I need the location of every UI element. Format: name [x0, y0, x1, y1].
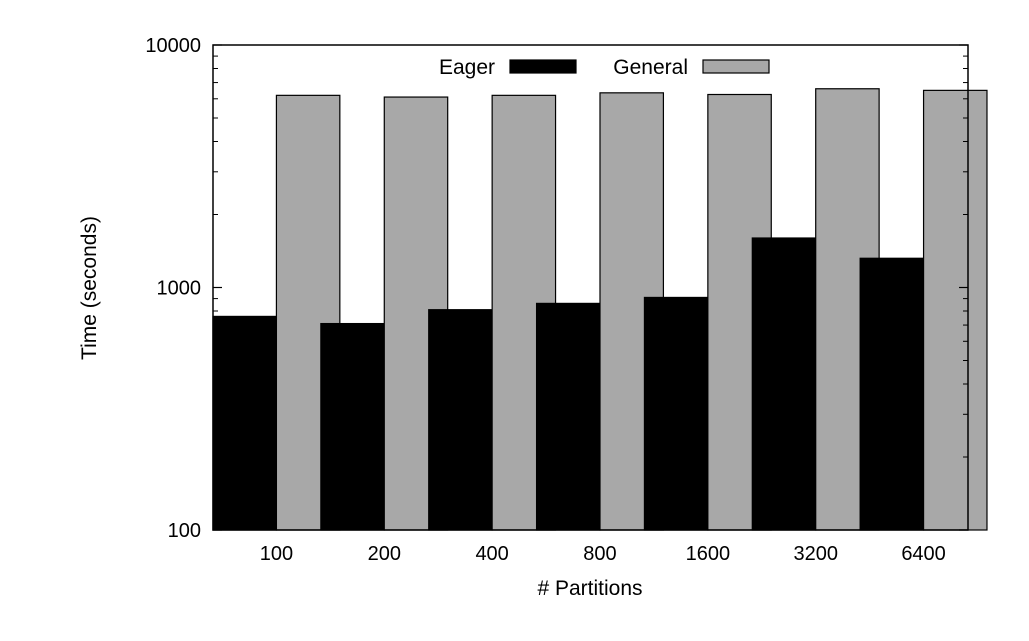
bar-eager-100 [212, 315, 278, 531]
legend-label-eager: Eager [439, 56, 495, 79]
y-axis-title: Time (seconds) [78, 216, 101, 360]
x-tick-label: 3200 [793, 543, 838, 565]
legend: Eager General [439, 56, 770, 79]
x-tick-label: 1600 [686, 543, 731, 565]
y-tick-label: 1000 [157, 278, 202, 300]
legend-swatch-general [702, 59, 770, 74]
bar-eager-400 [428, 309, 493, 531]
legend-label-general: General [613, 56, 688, 79]
x-tick-label: 200 [368, 543, 401, 565]
bar-eager-6400 [859, 257, 925, 531]
bar-general-6400 [922, 89, 988, 531]
x-tick-label: 800 [583, 543, 616, 565]
bar-eager-1600 [643, 296, 709, 531]
x-tick-label: 100 [260, 543, 293, 565]
x-axis-title: # Partitions [537, 577, 642, 600]
bars-group [212, 88, 988, 531]
y-tick-label: 100 [168, 520, 201, 542]
y-tick-label: 10000 [145, 35, 201, 57]
y-axis: 100 1000 10000 [145, 35, 968, 542]
x-axis: 100 200 400 800 1600 3200 6400 [260, 543, 946, 565]
legend-swatch-eager [509, 59, 577, 74]
x-tick-label: 6400 [901, 543, 946, 565]
bar-eager-3200 [751, 237, 817, 531]
bar-eager-200 [320, 322, 385, 531]
bar-eager-800 [535, 302, 601, 531]
x-tick-label: 400 [475, 543, 508, 565]
